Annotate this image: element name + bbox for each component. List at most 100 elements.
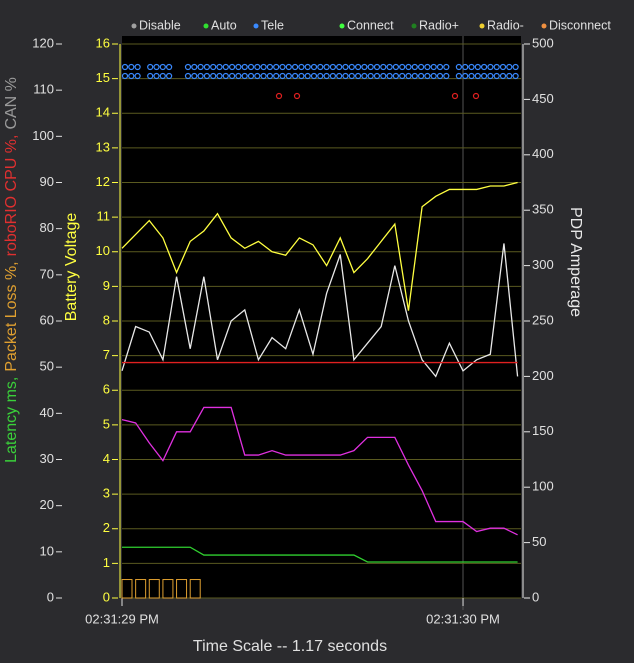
mode-dot bbox=[134, 72, 141, 80]
mode-dot bbox=[241, 63, 248, 71]
mode-dot bbox=[247, 63, 255, 71]
series-line bbox=[121, 243, 519, 378]
legend-marker bbox=[253, 23, 259, 29]
y3-tick-label: 80 bbox=[40, 220, 54, 235]
mode-dot bbox=[506, 63, 513, 71]
y2-tick-label: 150 bbox=[532, 423, 554, 438]
y-tick-label: 7 bbox=[103, 347, 110, 362]
mode-dot bbox=[279, 63, 286, 71]
y2-tick-label: 200 bbox=[532, 368, 554, 383]
legend-marker bbox=[411, 23, 417, 29]
mode-dot bbox=[436, 63, 444, 71]
mode-dot bbox=[235, 72, 242, 80]
y3-axis-title-part: roboRIO CPU %, bbox=[3, 135, 20, 257]
mode-dot bbox=[506, 72, 513, 80]
mode-dot bbox=[304, 72, 311, 80]
mode-dot bbox=[329, 72, 336, 80]
mode-dot bbox=[474, 72, 481, 80]
y3-axis-title: Latency ms, Packet Loss %, roboRIO CPU %, C… bbox=[3, 77, 20, 463]
y-axis-title: Battery Voltage bbox=[63, 213, 80, 322]
mode-dot bbox=[499, 63, 507, 71]
mode-dot bbox=[216, 63, 223, 71]
mode-dot bbox=[310, 72, 318, 80]
mode-dot bbox=[512, 72, 519, 80]
legend-label: Disable bbox=[139, 18, 181, 32]
legend-label: Radio- bbox=[487, 18, 524, 32]
legend-label: Connect bbox=[347, 18, 394, 32]
mode-dot bbox=[260, 72, 267, 80]
mode-dot bbox=[399, 63, 406, 71]
event-dot bbox=[472, 92, 480, 100]
mode-dot bbox=[361, 72, 368, 80]
mode-dot bbox=[147, 72, 154, 80]
mode-dot bbox=[462, 63, 469, 71]
event-dot bbox=[275, 92, 283, 100]
y3-axis-title-part: Latency ms, bbox=[3, 377, 20, 463]
mode-dot bbox=[342, 63, 349, 71]
mode-dot bbox=[260, 63, 267, 71]
mode-dot bbox=[487, 72, 494, 80]
mode-dot bbox=[424, 63, 431, 71]
legend-marker bbox=[479, 23, 485, 29]
mode-dot bbox=[455, 63, 462, 71]
mode-dot bbox=[197, 63, 204, 71]
mode-dot bbox=[254, 72, 261, 80]
mode-dot bbox=[430, 63, 437, 71]
y-tick-label: 10 bbox=[96, 243, 110, 258]
y-tick-label: 9 bbox=[103, 278, 110, 293]
mode-dot bbox=[184, 72, 192, 80]
mode-dot bbox=[487, 63, 494, 71]
packet-loss-bar bbox=[135, 579, 147, 599]
mode-dot bbox=[411, 72, 418, 80]
y-tick-label: 15 bbox=[96, 70, 110, 85]
mode-dot bbox=[481, 72, 488, 80]
legend-label: Disconnect bbox=[549, 18, 611, 32]
y3-axis-title-part: CAN % bbox=[3, 77, 20, 129]
y-tick-label: 0 bbox=[103, 589, 110, 604]
mode-dot bbox=[210, 63, 217, 71]
mode-dot bbox=[355, 63, 362, 71]
mode-dot bbox=[367, 72, 374, 80]
mode-dot bbox=[222, 63, 229, 71]
y-tick-label: 6 bbox=[103, 382, 110, 397]
mode-dot bbox=[443, 72, 450, 80]
y-tick-label: 2 bbox=[103, 520, 110, 535]
y2-tick-label: 100 bbox=[532, 479, 554, 494]
y3-axis-title-part: Packet Loss %, bbox=[3, 261, 20, 371]
mode-dot bbox=[304, 63, 311, 71]
mode-dot bbox=[418, 63, 425, 71]
mode-dot bbox=[279, 72, 286, 80]
mode-dot bbox=[166, 63, 173, 71]
legend-marker bbox=[541, 23, 547, 29]
packet-loss-bar bbox=[148, 579, 160, 599]
mode-dot bbox=[203, 63, 210, 71]
x-tick-label: 02:31:29 PM bbox=[85, 611, 159, 626]
mode-dot bbox=[411, 63, 418, 71]
mode-dot bbox=[499, 72, 507, 80]
mode-dot bbox=[386, 63, 393, 71]
mode-dot bbox=[462, 72, 469, 80]
mode-dot bbox=[317, 63, 324, 71]
mode-dot bbox=[266, 72, 273, 80]
y-tick-label: 12 bbox=[96, 174, 110, 189]
mode-dot bbox=[468, 63, 475, 71]
mode-dot bbox=[493, 63, 500, 71]
y2-tick-label: 0 bbox=[532, 589, 539, 604]
mode-dot bbox=[184, 63, 192, 71]
legend-marker bbox=[339, 23, 345, 29]
mode-dot bbox=[121, 63, 129, 71]
legend-label: Tele bbox=[261, 18, 284, 32]
mode-dot bbox=[222, 72, 229, 80]
mode-dot bbox=[430, 72, 437, 80]
mode-dot bbox=[455, 72, 462, 80]
event-dot bbox=[451, 92, 459, 100]
y2-tick-label: 350 bbox=[532, 202, 554, 217]
y3-tick-label: 50 bbox=[40, 359, 54, 374]
mode-dot bbox=[380, 63, 387, 71]
legend-marker bbox=[203, 23, 209, 29]
y3-tick-label: 40 bbox=[40, 405, 54, 420]
mode-dot bbox=[147, 63, 154, 71]
y2-tick-label: 50 bbox=[532, 534, 546, 549]
mode-dot bbox=[512, 63, 519, 71]
